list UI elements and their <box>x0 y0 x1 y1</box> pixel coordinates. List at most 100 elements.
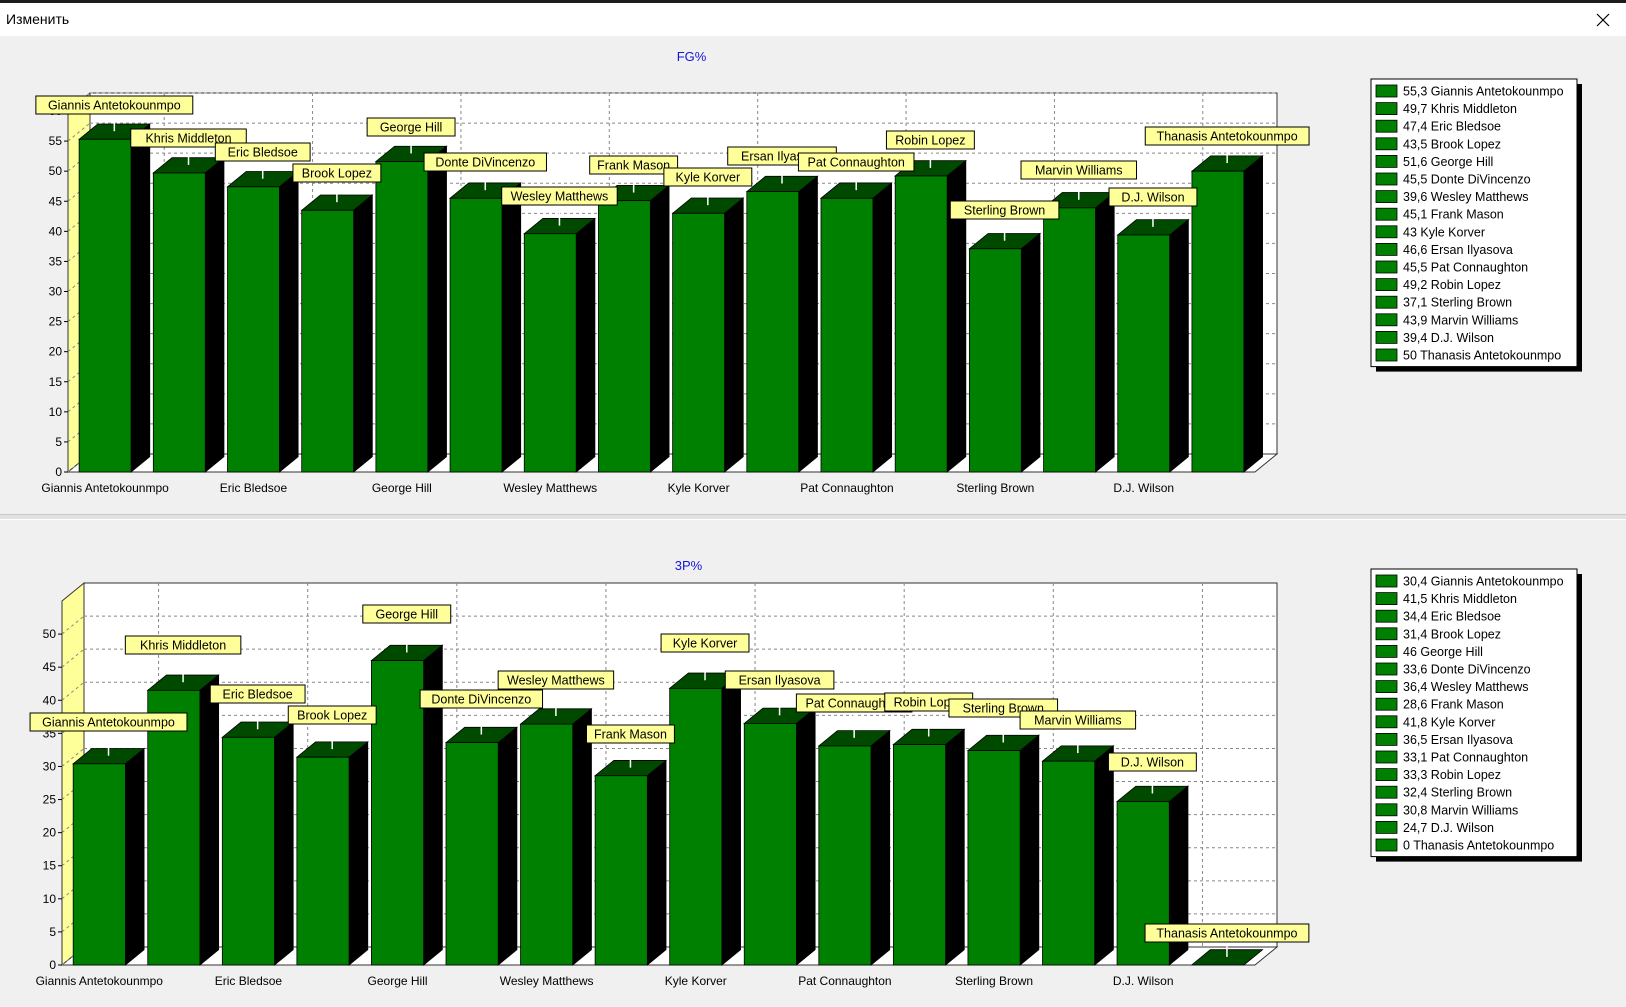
data-label: Robin Lopez <box>895 134 965 148</box>
bar-sterling-brown <box>966 734 1040 966</box>
legend-swatch <box>1375 225 1398 239</box>
bar-wesley-matthews <box>519 707 593 966</box>
bar-kyle-korver <box>671 197 745 473</box>
grid-line-wall <box>67 122 91 142</box>
chart-splitter[interactable] <box>0 514 1626 520</box>
y-tick-label: 5 <box>49 925 56 939</box>
bar-side <box>1020 232 1041 473</box>
data-label: Brook Lopez <box>297 709 367 723</box>
title-bar: Изменить <box>0 3 1626 36</box>
chart-title: 3P% <box>675 558 703 573</box>
legend-item: 43,5 Brook Lopez <box>1403 137 1501 151</box>
data-label-box <box>586 724 675 744</box>
legend-swatch <box>1375 278 1398 292</box>
bar-side <box>724 197 744 473</box>
legend-item: 47,4 Eric Bledsoe <box>1403 120 1501 134</box>
bar-george-hill <box>370 644 444 966</box>
legend-swatch <box>1375 260 1398 274</box>
y-tick-label: 20 <box>49 345 63 359</box>
bar-donte-divincenzo <box>448 182 522 473</box>
bar-front <box>967 750 1021 966</box>
data-label-box <box>292 163 382 183</box>
bar-sterling-brown <box>968 232 1042 473</box>
x-tick-label: George Hill <box>368 974 428 988</box>
data-label-box <box>1108 187 1198 207</box>
data-label: Giannis Antetokounmpo <box>42 716 175 730</box>
legend-item: 50 Thanasis Antetokounmpo <box>1403 349 1561 363</box>
x-tick-label: Eric Bledsoe <box>215 974 283 988</box>
legend-swatch <box>1375 330 1398 344</box>
y-tick-label: 30 <box>43 759 57 773</box>
bar-front <box>968 248 1022 473</box>
x-tick-label: Giannis Antetokounmpo <box>36 974 164 988</box>
legend-item: 49,7 Khris Middleton <box>1403 102 1517 116</box>
x-tick-label: Sterling Brown <box>955 974 1033 988</box>
data-label-box <box>1144 126 1310 146</box>
legend-swatch <box>1375 84 1398 98</box>
bar-front <box>672 212 725 473</box>
bar-side <box>1019 734 1040 966</box>
bar-ersan-ilyasova <box>745 175 819 473</box>
legend-item: 0 Thanasis Antetokounmpo <box>1403 839 1554 853</box>
data-label: Pat Connaughton <box>808 156 905 170</box>
legend-item: 24,7 D.J. Wilson <box>1403 821 1494 835</box>
bar-side <box>348 741 369 966</box>
data-label: Sterling Brown <box>964 204 1045 218</box>
bar-khris-middleton <box>146 674 220 966</box>
data-label: George Hill <box>380 121 443 135</box>
data-label: George Hill <box>376 608 439 622</box>
bar-robin-lopez <box>892 728 966 966</box>
legend-swatch <box>1375 645 1398 658</box>
x-tick-label: Pat Connaughton <box>798 974 891 988</box>
fg-chart: FG%051015202530354045505560Giannis Antet… <box>35 49 1582 495</box>
legend-item: 55,3 Giannis Antetokounmpo <box>1403 85 1564 99</box>
legend-item: 51,6 George Hill <box>1403 155 1493 169</box>
bar-side <box>1243 155 1263 473</box>
legend-item: 46 George Hill <box>1403 645 1483 659</box>
data-label: Eric Bledsoe <box>223 688 293 702</box>
legend-swatch <box>1375 592 1398 605</box>
bar-side <box>796 707 816 966</box>
legend-swatch <box>1375 102 1398 115</box>
bar-side <box>130 123 151 473</box>
legend-item: 28,6 Frank Mason <box>1403 698 1504 712</box>
legend-swatch <box>1375 662 1398 676</box>
close-button[interactable] <box>1580 3 1626 36</box>
data-label-box <box>885 130 975 150</box>
bar-side <box>945 728 965 966</box>
y-tick-label: 10 <box>43 892 57 906</box>
data-label-box <box>1107 752 1197 772</box>
data-label-box <box>660 633 750 653</box>
data-label-box <box>287 705 377 725</box>
bar-thanasis-antetokounmpo <box>1190 155 1264 473</box>
data-label: Khris Middleton <box>145 132 231 146</box>
data-label: Thanasis Antetokounmpo <box>1157 130 1298 144</box>
legend-swatch <box>1375 119 1398 133</box>
y-tick-label: 10 <box>49 405 63 419</box>
y-tick-label: 45 <box>43 660 57 674</box>
data-label-box <box>124 635 242 655</box>
legend-swatch <box>1375 680 1398 694</box>
bar-marvin-williams <box>1042 191 1116 473</box>
grid-line-wall <box>61 648 85 668</box>
bar-front <box>523 233 577 473</box>
legend-item: 45,5 Donte DiVincenzo <box>1403 173 1531 187</box>
legend-item: 33,1 Pat Connaughton <box>1403 751 1528 765</box>
legend-item: 37,1 Sterling Brown <box>1403 296 1512 310</box>
bar-side <box>649 184 670 473</box>
bar-brook-lopez <box>295 741 369 966</box>
data-label-box <box>366 117 456 137</box>
bar-front <box>296 756 350 966</box>
legend-item: 43 Kyle Korver <box>1403 225 1485 239</box>
bar-front <box>371 660 425 966</box>
data-label-box <box>29 712 188 732</box>
data-label: Thanasis Antetokounmpo <box>1156 927 1297 941</box>
bar-thanasis-antetokounmpo <box>1190 949 1264 966</box>
grid-line-wall <box>61 681 85 701</box>
legend-swatch <box>1375 838 1398 852</box>
legend-box <box>1370 78 1578 368</box>
x-tick-label: Wesley Matthews <box>503 481 597 495</box>
data-label-box <box>214 142 311 162</box>
data-label: Marvin Williams <box>1034 714 1122 728</box>
